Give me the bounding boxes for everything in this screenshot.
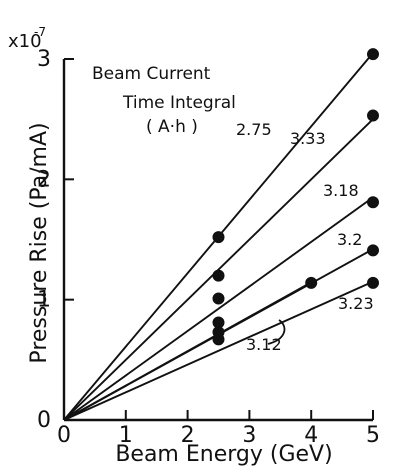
x-tick-label-5: 5 (366, 423, 380, 448)
axes-layer: 0 1 2 3 4 5 0 1 2 3 (37, 47, 380, 448)
series-label-312: 3.12 (246, 335, 282, 354)
y-multiplier-base: x10 (8, 31, 42, 52)
series-label-333: 3.33 (290, 129, 326, 148)
data-point-series-0-1 (367, 48, 379, 61)
y-multiplier-exponent: -7 (34, 25, 46, 39)
x-tick-label-2: 2 (181, 423, 195, 448)
series-layer (63, 48, 379, 421)
x-tick-label-1: 1 (119, 423, 133, 448)
data-point-series-5-0 (212, 333, 225, 346)
data-point-series-1-1 (367, 109, 379, 122)
legend-title-line-2: Time Integral (122, 93, 236, 113)
y-axis-title: Pressure Rise (Pa/mA) (27, 122, 52, 363)
data-point-series-4-1 (305, 276, 318, 289)
series-label-323: 3.23 (338, 294, 374, 313)
data-point-series-2-0 (212, 292, 225, 305)
data-point-series-3-1 (367, 244, 379, 257)
x-tick-label-3: 3 (242, 423, 256, 448)
x-tick-label-4: 4 (304, 423, 318, 448)
x-tick-label-0: 0 (57, 423, 71, 448)
data-point-series-5-1 (367, 276, 379, 289)
data-point-series-0-0 (212, 231, 225, 244)
series-line-4 (63, 281, 312, 421)
y-tick-label-3: 3 (37, 47, 51, 72)
legend-title-line-3: ( A·h ) (146, 117, 198, 137)
y-tick-label-2: 2 (37, 167, 51, 192)
x-axis-title: Beam Energy (GeV) (115, 442, 332, 467)
data-point-series-2-1 (367, 196, 379, 209)
series-312-label-connector (267, 319, 286, 345)
legend-title-line-1: Beam Current (92, 64, 211, 84)
y-tick-label-1: 1 (37, 288, 51, 313)
series-label-275: 2.75 (236, 120, 272, 139)
data-point-series-1-0 (212, 269, 225, 282)
series-line-2 (63, 196, 374, 421)
series-label-318: 3.18 (323, 181, 359, 200)
series-line-5 (63, 280, 374, 421)
y-tick-label-0: 0 (37, 408, 51, 433)
series-line-1 (63, 118, 374, 421)
series-label-32: 3.2 (337, 230, 362, 249)
